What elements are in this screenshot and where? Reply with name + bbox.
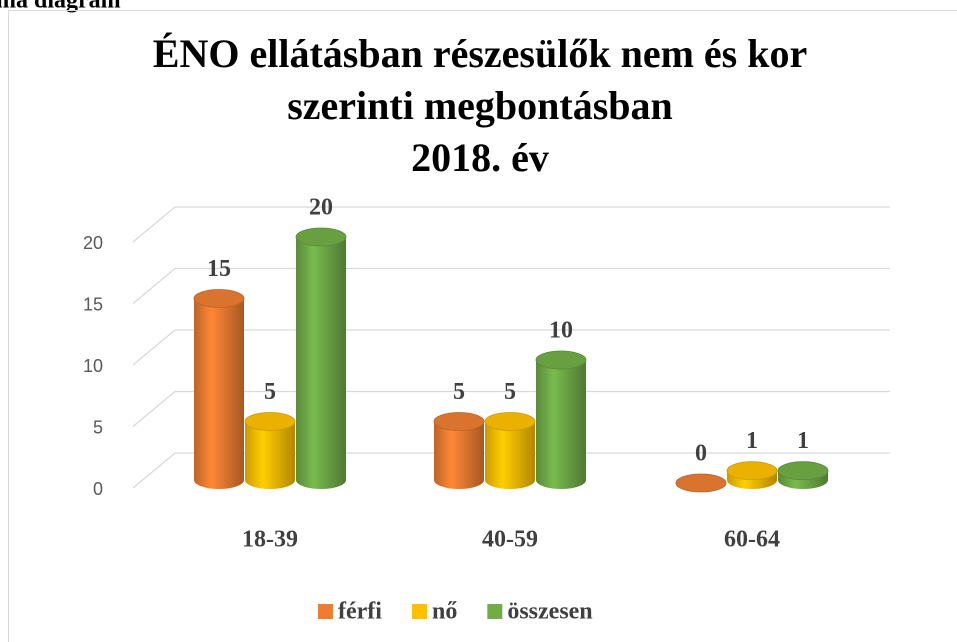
bar — [244, 412, 296, 489]
data-label: 10 — [549, 318, 573, 344]
chart-title: 2018. év — [411, 135, 549, 180]
bar — [433, 412, 485, 489]
data-label: 5 — [504, 379, 516, 405]
legend-label: nő — [432, 599, 457, 625]
y-tick-label: 5 — [93, 417, 103, 437]
data-label: 5 — [453, 379, 465, 405]
grid-line — [132, 329, 890, 366]
legend-swatch — [318, 604, 333, 619]
grid-line — [132, 267, 890, 304]
data-label: 1 — [797, 428, 809, 454]
grid-line — [132, 206, 890, 243]
bar — [295, 227, 347, 489]
x-tick-label: 18-39 — [242, 527, 298, 553]
chart-title: szerinti megbontásban — [287, 83, 673, 128]
bar — [777, 461, 829, 489]
legend-swatch — [411, 604, 427, 619]
bar — [535, 350, 587, 489]
bar — [193, 289, 245, 489]
data-label: 15 — [207, 256, 231, 282]
data-label: 1 — [746, 428, 758, 454]
bar — [675, 473, 727, 493]
legend-label: összesen — [507, 599, 592, 625]
x-tick-label: 60-64 — [724, 527, 780, 553]
bar — [726, 461, 778, 489]
data-label: 5 — [264, 379, 276, 405]
legend-label: férfi — [338, 599, 382, 625]
x-tick-label: 40-59 — [482, 527, 538, 553]
y-tick-label: 20 — [83, 233, 103, 253]
data-label: 20 — [309, 195, 333, 221]
data-label: 0 — [695, 441, 707, 467]
grid-line — [132, 452, 890, 489]
caption: ma diagram — [0, 0, 121, 14]
y-tick-label: 10 — [83, 356, 103, 376]
grid-line — [132, 390, 890, 427]
bar — [484, 412, 536, 489]
chart-title: ÉNO ellátásban részesülők nem és kor — [153, 31, 807, 76]
y-tick-label: 15 — [83, 294, 103, 314]
legend-swatch — [487, 604, 503, 619]
y-tick-label: 0 — [93, 479, 103, 499]
